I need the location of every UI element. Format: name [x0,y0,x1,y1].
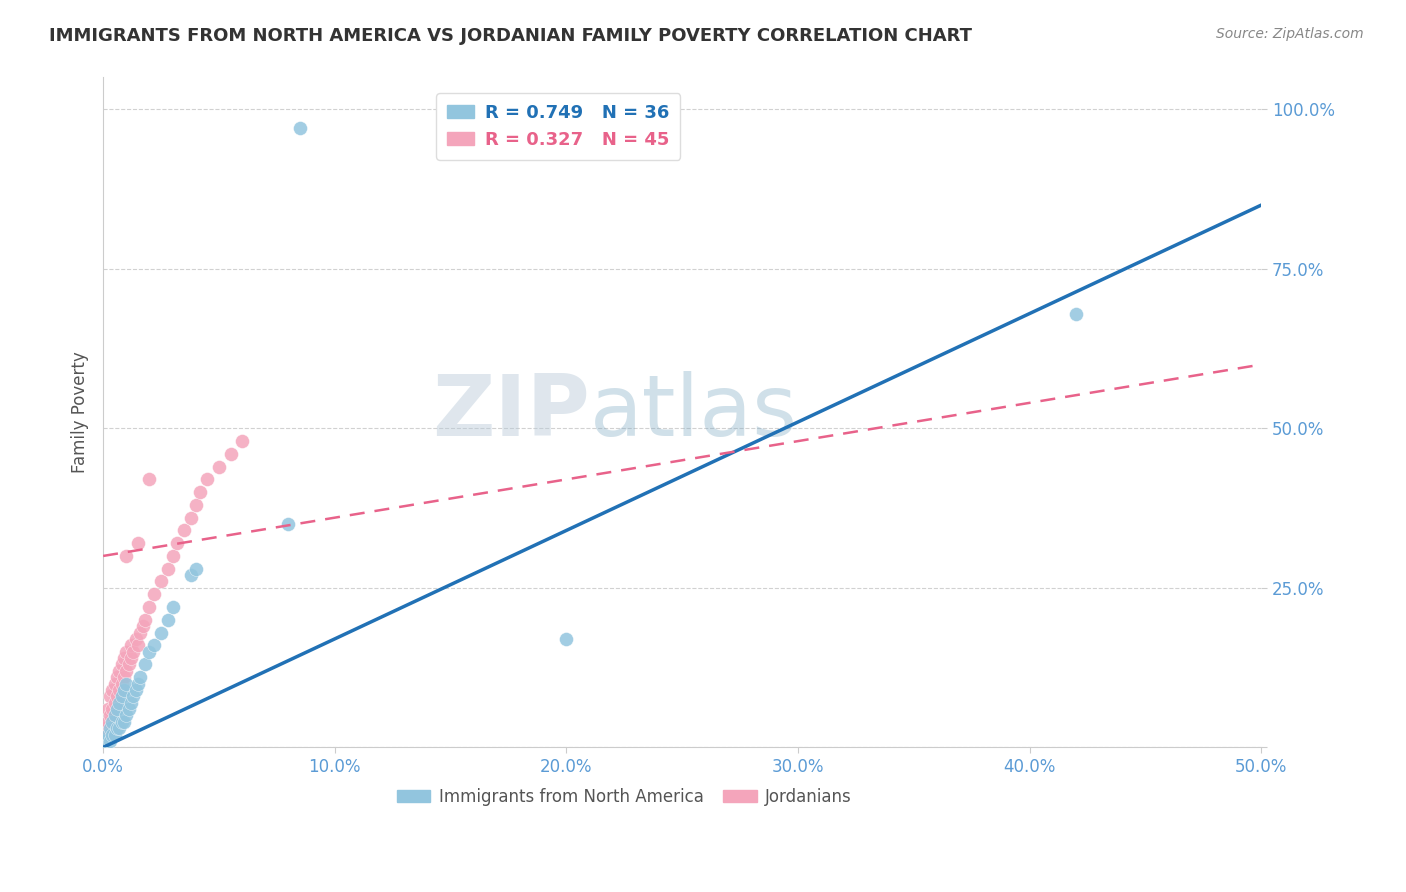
Point [122,690,145,704]
Point [134,613,156,627]
Point [98,690,121,704]
Point [124,632,146,646]
Point [105,721,128,735]
Point [173,524,195,538]
Point [112,714,135,729]
Point [97,728,120,742]
Point [108,682,131,697]
Legend: Immigrants from North America, Jordanians: Immigrants from North America, Jordanian… [391,781,859,813]
Point [143,638,166,652]
Point [134,657,156,672]
Point [115,645,138,659]
Point [115,664,138,678]
Point [288,121,311,136]
Point [555,632,578,646]
Point [101,728,124,742]
Point [94,734,117,748]
Point [101,682,124,697]
Point [131,619,153,633]
Point [127,638,149,652]
Y-axis label: Family Poverty: Family Poverty [72,351,89,474]
Point [162,599,184,614]
Point [98,734,121,748]
Point [117,702,139,716]
Point [129,670,152,684]
Point [138,599,160,614]
Point [115,676,138,690]
Point [190,485,212,500]
Point [180,568,202,582]
Point [101,702,124,716]
Point [104,676,127,690]
Point [105,702,128,716]
Point [127,536,149,550]
Point [184,562,207,576]
Point [129,625,152,640]
Point [104,728,127,742]
Point [104,696,127,710]
Point [120,638,142,652]
Point [150,574,173,589]
Point [143,587,166,601]
Point [138,645,160,659]
Point [111,676,134,690]
Point [115,549,138,563]
Point [108,696,131,710]
Point [98,708,121,723]
Point [219,447,242,461]
Text: Source: ZipAtlas.com: Source: ZipAtlas.com [1216,27,1364,41]
Point [138,472,160,486]
Point [112,670,135,684]
Point [104,708,127,723]
Point [108,664,131,678]
Text: ZIP: ZIP [432,371,589,454]
Text: atlas: atlas [589,371,797,454]
Point [115,708,138,723]
Point [184,498,207,512]
Text: IMMIGRANTS FROM NORTH AMERICA VS JORDANIAN FAMILY POVERTY CORRELATION CHART: IMMIGRANTS FROM NORTH AMERICA VS JORDANI… [49,27,972,45]
Point [122,645,145,659]
Point [156,613,179,627]
Point [162,549,184,563]
Point [111,657,134,672]
Point [208,459,231,474]
Point [1064,306,1087,320]
Point [150,625,173,640]
Point [124,682,146,697]
Point [108,721,131,735]
Point [231,434,253,449]
Point [156,562,179,576]
Point [180,510,202,524]
Point [111,714,134,729]
Point [120,651,142,665]
Point [112,682,135,697]
Point [94,721,117,735]
Point [195,472,218,486]
Point [97,702,120,716]
Point [112,651,135,665]
Point [120,696,142,710]
Point [111,690,134,704]
Point [97,714,120,729]
Point [166,536,188,550]
Point [127,676,149,690]
Point [117,657,139,672]
Point [98,721,121,735]
Point [277,516,299,531]
Point [105,690,128,704]
Point [105,670,128,684]
Point [101,714,124,729]
